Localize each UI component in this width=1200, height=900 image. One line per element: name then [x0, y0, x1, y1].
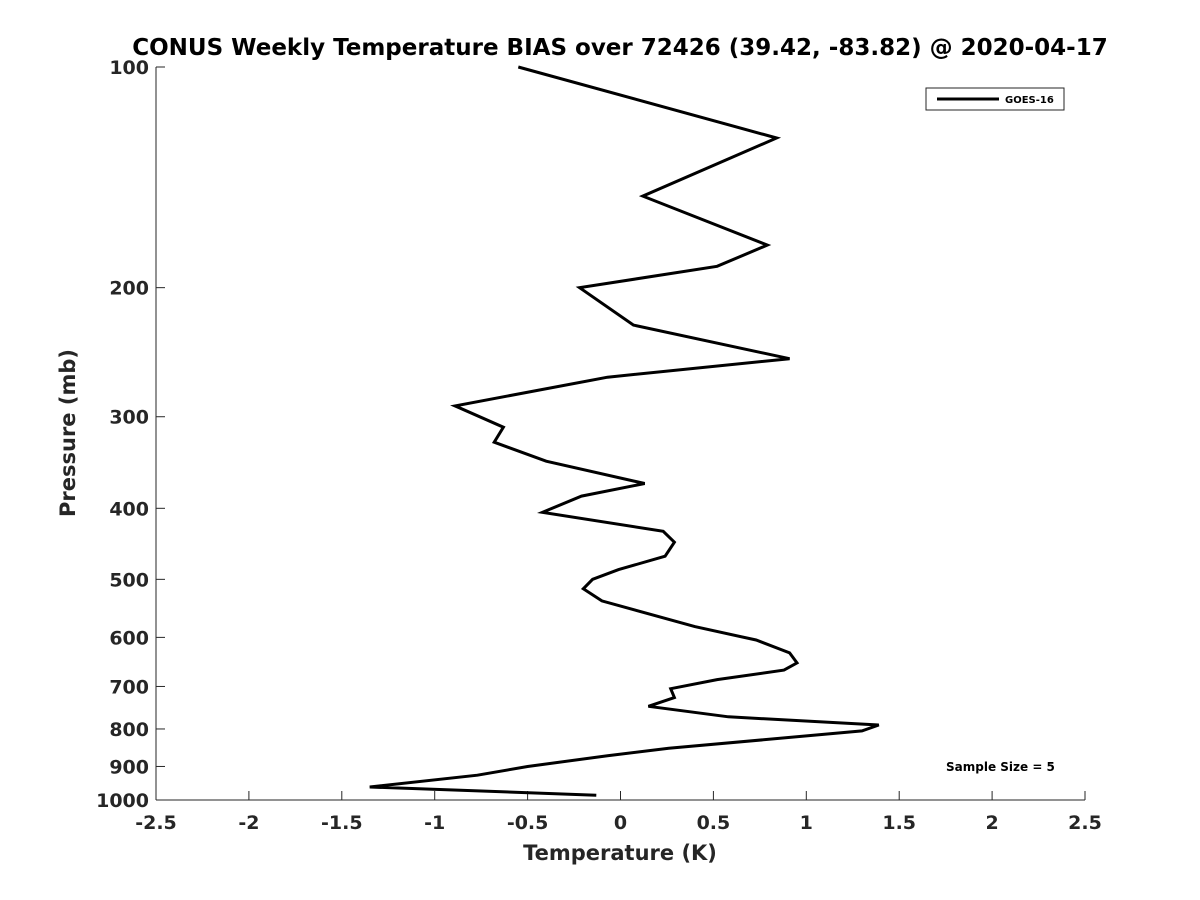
x-tick-label: -2.5 — [135, 812, 177, 834]
y-tick-label: 600 — [109, 627, 149, 649]
y-tick-label: 900 — [109, 756, 149, 778]
legend-label: GOES-16 — [1005, 95, 1054, 106]
y-tick-label: 800 — [109, 719, 149, 741]
x-tick-label: -0.5 — [507, 812, 549, 834]
sample-size-annotation: Sample Size = 5 — [946, 760, 1055, 774]
x-tick-label: 0.5 — [697, 812, 731, 834]
x-tick-label: -2 — [238, 812, 259, 834]
series-line-goes-16 — [369, 65, 880, 797]
x-tick-label: 1.5 — [882, 812, 916, 834]
x-axis-label: Temperature (K) — [523, 841, 717, 865]
y-tick-label: 500 — [109, 569, 149, 591]
x-tick-label: -1.5 — [321, 812, 363, 834]
chart-title: CONUS Weekly Temperature BIAS over 72426… — [132, 35, 1107, 61]
x-tick-label: 1 — [800, 812, 813, 834]
x-ticks: -2.5 -2 -1.5 -1 -0.5 0 0.5 1 1.5 2 2.5 — [135, 791, 1102, 834]
y-tick-label: 200 — [109, 278, 149, 300]
x-tick-label: 2 — [985, 812, 998, 834]
y-axis-label: Pressure (mb) — [56, 349, 80, 517]
y-tick-label: 400 — [109, 498, 149, 520]
y-ticks: 100 200 300 400 500 600 700 800 900 1000 — [96, 57, 165, 812]
y-tick-label: 100 — [109, 57, 149, 79]
x-tick-label: 2.5 — [1068, 812, 1102, 834]
y-tick-label: 700 — [109, 676, 149, 698]
x-tick-label: -1 — [424, 812, 445, 834]
x-tick-label: 0 — [614, 812, 627, 834]
y-tick-label: 300 — [109, 407, 149, 429]
legend: GOES-16 — [925, 87, 1065, 111]
y-tick-label: 1000 — [96, 790, 149, 812]
